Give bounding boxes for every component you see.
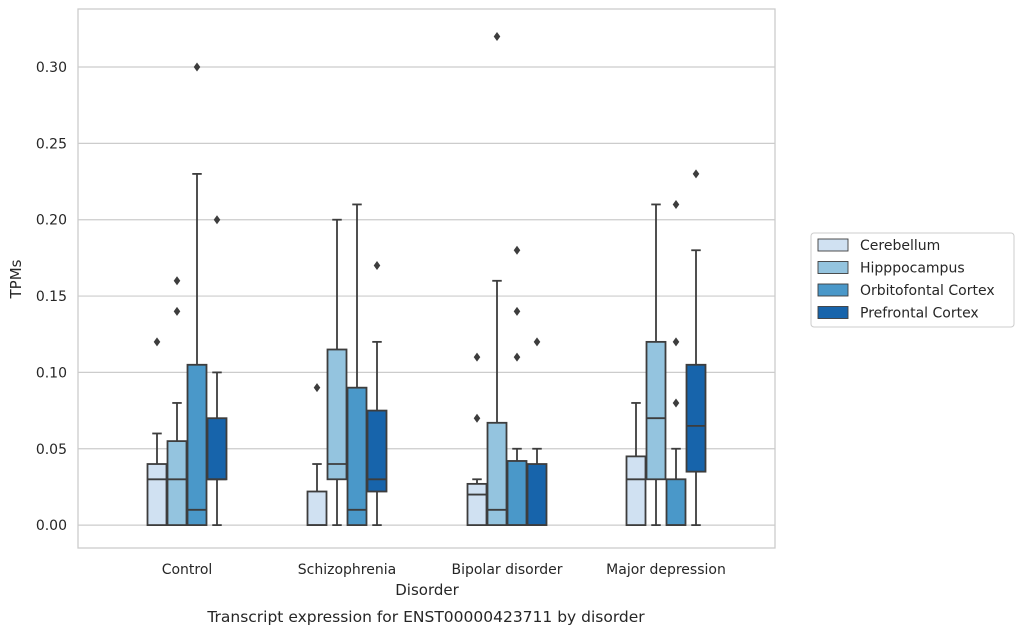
y-tick-label: 0.30 <box>36 60 67 76</box>
box-hipppocampus <box>486 31 508 526</box>
outlier-point <box>153 337 161 347</box>
outlier-point <box>672 199 680 209</box>
box-iqr <box>625 455 647 526</box>
box-iqr <box>146 463 168 526</box>
outlier-point <box>473 352 481 362</box>
outlier-point <box>672 398 680 408</box>
box-prefrontal-cortex <box>366 261 388 526</box>
outlier-point <box>173 276 181 286</box>
legend-label: Hipppocampus <box>860 261 965 277</box>
box-iqr <box>186 363 208 526</box>
box-iqr <box>665 478 687 526</box>
legend-swatch <box>817 306 849 319</box>
y-tick-label: 0.10 <box>36 365 67 381</box>
x-tick-label: Major depression <box>606 562 726 578</box>
x-axis-label: Disorder <box>395 581 459 599</box>
y-tick-label: 0.15 <box>36 289 67 305</box>
legend-swatch <box>817 261 849 274</box>
box-iqr <box>166 440 188 526</box>
legend-frame <box>810 232 1015 328</box>
y-tick-labels: 0.00 0.05 0.10 0.15 0.20 0.25 0.30 <box>36 60 67 534</box>
x-tick-label: Bipolar disorder <box>451 562 562 578</box>
box-cerebellum <box>306 383 328 526</box>
y-axis-label: TPMs <box>7 259 25 299</box>
box-iqr <box>306 490 328 526</box>
box-orbitofontal-cortex <box>506 245 528 526</box>
box-iqr <box>346 386 368 526</box>
box-hipppocampus <box>326 218 348 526</box>
box-cerebellum <box>466 352 488 526</box>
box-iqr <box>206 417 228 481</box>
outlier-point <box>193 62 201 72</box>
y-tick-label: 0.00 <box>36 518 67 534</box>
outlier-point <box>672 337 680 347</box>
box-iqr <box>466 482 488 526</box>
box-prefrontal-cortex <box>206 215 228 526</box>
box-hipppocampus <box>645 203 667 526</box>
outlier-point <box>173 306 181 316</box>
box-orbitofontal-cortex <box>346 203 368 526</box>
box-cerebellum <box>625 402 647 526</box>
box-hipppocampus <box>166 276 188 526</box>
outlier-point <box>213 215 221 225</box>
box-iqr <box>645 340 667 481</box>
box-prefrontal-cortex <box>526 337 548 526</box>
x-tick-label: Schizophrenia <box>298 562 396 578</box>
legend-label: Orbitofontal Cortex <box>860 283 995 299</box>
outlier-point <box>533 337 541 347</box>
outlier-point <box>513 352 521 362</box>
box-orbitofontal-cortex <box>665 199 687 526</box>
legend-swatch <box>817 283 849 297</box>
legend-label: Prefrontal Cortex <box>860 306 979 322</box>
box-iqr <box>486 421 508 526</box>
box-iqr <box>326 348 348 481</box>
box-prefrontal-cortex <box>685 169 707 526</box>
box-iqr <box>366 409 388 493</box>
box-iqr <box>506 460 528 526</box>
box-orbitofontal-cortex <box>186 62 208 526</box>
legend-label: Cerebellum <box>860 238 940 254</box>
outlier-point <box>513 245 521 255</box>
outlier-point <box>473 413 481 423</box>
legend-swatch <box>817 238 849 252</box>
y-tick-label: 0.25 <box>36 136 67 152</box>
plot-frame <box>77 8 776 549</box>
x-tick-label: Control <box>162 562 213 578</box>
box-iqr <box>685 363 707 473</box>
figure-caption: Transcript expression for ENST0000042371… <box>206 608 645 626</box>
y-tick-label: 0.20 <box>36 213 67 229</box>
y-tick-label: 0.05 <box>36 442 67 458</box>
outlier-point <box>692 169 700 179</box>
outlier-point <box>373 261 381 271</box>
box-cerebellum <box>146 337 168 526</box>
box-groups <box>146 31 707 526</box>
box-iqr <box>526 463 548 526</box>
x-tick-labels: Control Schizophrenia Bipolar disorder Majo… <box>162 562 726 578</box>
outlier-point <box>513 306 521 316</box>
legend: Cerebellum Hipppocampus Orbitofontal Corte… <box>810 232 1015 328</box>
outlier-point <box>313 383 321 393</box>
outlier-point <box>493 31 501 41</box>
